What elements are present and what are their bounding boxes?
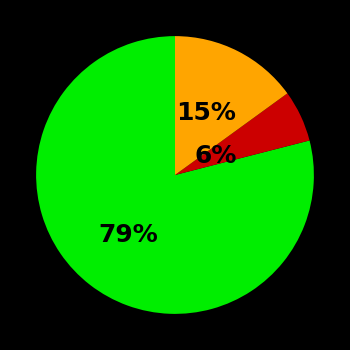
Text: 15%: 15% — [177, 101, 237, 125]
Wedge shape — [36, 36, 314, 314]
Text: 6%: 6% — [194, 144, 236, 168]
Wedge shape — [175, 93, 309, 175]
Text: 79%: 79% — [98, 223, 158, 247]
Wedge shape — [175, 36, 287, 175]
